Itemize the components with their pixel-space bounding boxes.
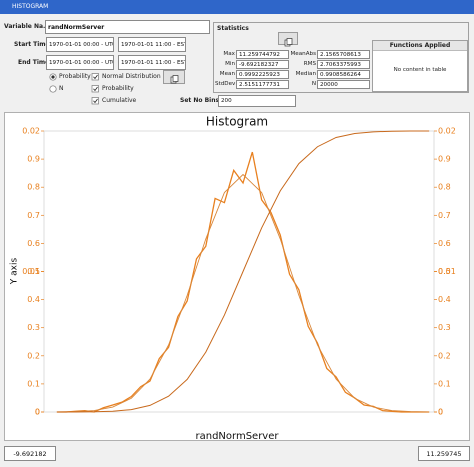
stat-value: 2.5151177731 — [236, 80, 289, 89]
probability-label: Probability — [102, 85, 134, 92]
series-line — [56, 173, 430, 413]
stat-label: N — [311, 81, 316, 87]
y-axis-label: Y axis — [10, 257, 20, 285]
y-tick-label: 0.3 — [438, 323, 451, 332]
y-tick-label: 0.5 — [438, 267, 451, 276]
functions-empty: No content in table — [393, 67, 447, 73]
y-tick-label: 0.02 — [22, 127, 40, 136]
cumulative-label: Cumulative — [102, 97, 137, 104]
title-bar: HISTOGRAM — [0, 0, 474, 14]
y-tick-label: 0.01 — [438, 267, 456, 276]
plot-frame — [43, 130, 435, 413]
bins-input[interactable]: 200 — [218, 95, 296, 107]
start-est-input[interactable]: 1970-01-01 11:00 - EST — [118, 37, 186, 52]
statistics-group: Statistics Max 11.259744792 MeanAbs 2.15657… — [213, 22, 469, 93]
y-tick-label: 0.1 — [438, 379, 451, 388]
stats-copy-button[interactable] — [278, 32, 298, 47]
y-tick-label: 0.3 — [27, 323, 40, 332]
series-line — [56, 130, 430, 413]
y-tick-label: 0.7 — [27, 211, 40, 220]
radio-probability-label: Probability — [59, 73, 91, 80]
y-tick-label: 0.9 — [438, 155, 451, 164]
stat-label: StdDev — [215, 81, 236, 87]
y-tick-label: 0.2 — [438, 351, 451, 360]
range-min[interactable]: -9.692182 — [4, 446, 56, 461]
y-tick-label: 0.5 — [27, 267, 40, 276]
stat-value: 0.9992225923 — [236, 70, 289, 79]
chart-title: Histogram — [206, 115, 268, 129]
checkbox-normal[interactable] — [91, 73, 99, 81]
window-title: HISTOGRAM — [12, 3, 49, 10]
stat-label: Min — [225, 61, 235, 67]
stat-label: Mean — [219, 71, 235, 77]
end-label: End Time — [18, 59, 50, 66]
normal-label: Normal Distribution — [102, 73, 161, 80]
y-tick-label: 0.7 — [438, 211, 451, 220]
end-est-input[interactable]: 1970-01-01 11:00 - EST — [118, 55, 186, 70]
stat-label: RMS — [303, 61, 316, 67]
y-tick-label: 0.8 — [27, 183, 40, 192]
checkbox-cumulative[interactable] — [91, 97, 99, 105]
stat-value: 2.1565708613 — [317, 50, 370, 59]
check-mark — [93, 74, 98, 80]
y-tick-label: 0.1 — [27, 379, 40, 388]
y-tick-label: 0.4 — [27, 295, 40, 304]
functions-panel: Functions Applied No content in table — [372, 40, 468, 92]
start-label: Start Time — [14, 41, 50, 48]
statistics-title: Statistics — [217, 25, 249, 32]
y-tick-label: 0 — [35, 408, 40, 417]
range-max[interactable]: 11.259745 — [418, 446, 470, 461]
y-tick-label: 0 — [438, 408, 443, 417]
stat-label: Median — [295, 71, 316, 77]
y-tick-label: 0.2 — [27, 351, 40, 360]
copy-icon — [170, 75, 179, 84]
x-axis-label: randNormServer — [196, 431, 280, 442]
series-line — [56, 151, 430, 413]
chart-panel — [4, 112, 470, 441]
check-mark — [93, 98, 98, 104]
y-tick-label: 0.4 — [438, 295, 451, 304]
radio-n-label: N — [59, 85, 64, 92]
y-tick-label: 0.8 — [438, 183, 451, 192]
y-tick-label: 0.01 — [22, 267, 40, 276]
check-mark — [93, 86, 98, 92]
y-tick-label: 0.6 — [27, 239, 40, 248]
radio-n[interactable] — [49, 85, 57, 93]
start-utc-input[interactable]: 1970-01-01 00:00 - UTC — [46, 37, 114, 52]
end-utc-input[interactable]: 1970-01-01 00:00 - UTC — [46, 55, 114, 70]
stat-value: 20000 — [317, 80, 370, 89]
stat-label: MeanAbs — [290, 51, 316, 57]
stat-value: 2.7063375993 — [317, 60, 370, 69]
variable-input[interactable]: randNormServer — [45, 20, 210, 34]
y-tick-label: 0.9 — [27, 155, 40, 164]
y-tick-label: 0 — [438, 408, 443, 417]
copy-icon — [284, 38, 293, 47]
options-icons — [49, 73, 99, 105]
copy-button[interactable] — [163, 70, 185, 84]
radio-dot — [51, 75, 55, 79]
y-tick-label: 0.02 — [438, 127, 456, 136]
functions-title: Functions Applied — [373, 41, 467, 51]
stat-label: Max — [223, 51, 235, 57]
stat-value: 11.259744792 — [236, 50, 289, 59]
bins-label: Set No Bins — [180, 97, 220, 104]
chart: Histogram randNormServer Y axis 0 00.01 0.… — [10, 115, 456, 443]
variable-label: Variable Na... — [4, 23, 50, 30]
stat-value: 0.9908586264 — [317, 70, 370, 79]
checkbox-probability[interactable] — [91, 85, 99, 93]
y-tick-label: 0 — [35, 408, 40, 417]
stat-value: -9.692182327 — [236, 60, 289, 69]
y-tick-label: 0.6 — [438, 239, 451, 248]
